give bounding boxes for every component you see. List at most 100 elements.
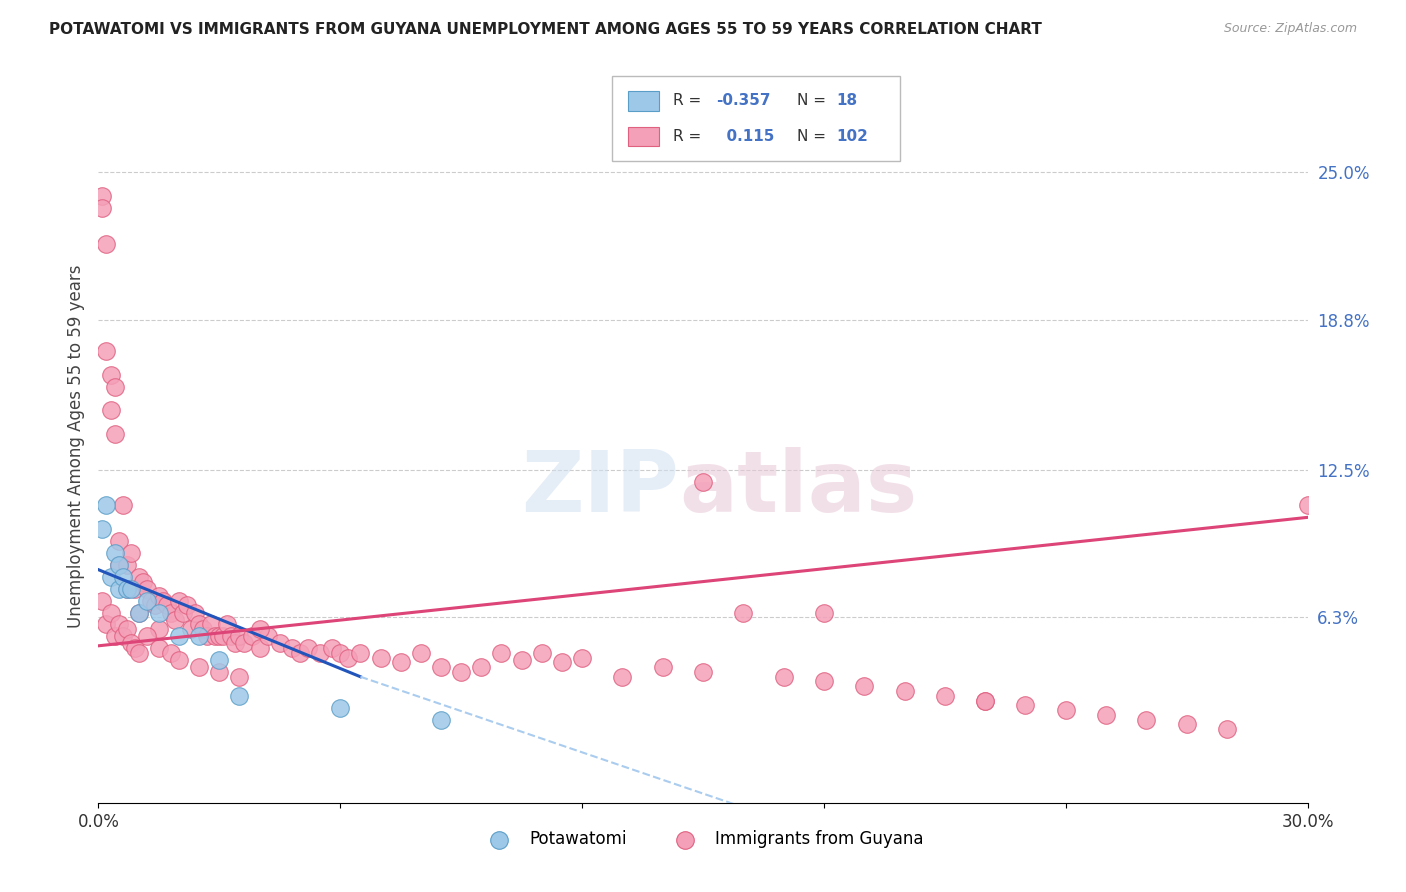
- Point: [115, 582, 138, 596]
- Point: [208, 629, 231, 643]
- Y-axis label: Unemployment Among Ages 55 to 59 years: Unemployment Among Ages 55 to 59 years: [66, 264, 84, 628]
- Text: N =: N =: [797, 129, 831, 144]
- Point: [128, 570, 150, 584]
- Point: [228, 629, 250, 643]
- Text: Source: ZipAtlas.com: Source: ZipAtlas.com: [1223, 22, 1357, 36]
- Point: [491, 646, 513, 660]
- Point: [530, 646, 553, 660]
- Point: [96, 499, 118, 513]
- Point: [208, 653, 231, 667]
- Point: [163, 613, 186, 627]
- Point: [124, 582, 146, 596]
- Point: [135, 582, 157, 596]
- Point: [195, 629, 218, 643]
- Point: [193, 622, 215, 636]
- Point: [249, 641, 271, 656]
- Text: -0.357: -0.357: [716, 94, 770, 108]
- Point: [1014, 698, 1036, 713]
- Point: [184, 606, 207, 620]
- Point: [160, 606, 183, 620]
- Point: [228, 670, 250, 684]
- Point: [288, 646, 311, 660]
- Text: 0.115: 0.115: [716, 129, 775, 144]
- Point: [148, 641, 170, 656]
- Point: [1135, 713, 1157, 727]
- Point: [212, 629, 235, 643]
- Point: [551, 656, 574, 670]
- Point: [143, 599, 166, 613]
- Point: [1054, 703, 1077, 717]
- Point: [135, 593, 157, 607]
- Point: [281, 641, 304, 656]
- Point: [893, 684, 915, 698]
- Point: [349, 646, 371, 660]
- Point: [309, 646, 332, 660]
- Point: [813, 606, 835, 620]
- Point: [156, 599, 179, 613]
- Text: POTAWATOMI VS IMMIGRANTS FROM GUYANA UNEMPLOYMENT AMONG AGES 55 TO 59 YEARS CORR: POTAWATOMI VS IMMIGRANTS FROM GUYANA UNE…: [49, 22, 1042, 37]
- Point: [329, 646, 352, 660]
- Point: [91, 189, 114, 203]
- Point: [813, 674, 835, 689]
- Point: [337, 650, 360, 665]
- Point: [297, 641, 319, 656]
- Point: [571, 650, 593, 665]
- Point: [128, 606, 150, 620]
- Text: atlas: atlas: [679, 447, 917, 531]
- Point: [120, 636, 142, 650]
- Point: [256, 629, 278, 643]
- Point: [470, 660, 492, 674]
- Point: [1175, 717, 1198, 731]
- Point: [167, 653, 190, 667]
- Point: [217, 617, 239, 632]
- Point: [204, 629, 226, 643]
- Point: [111, 570, 134, 584]
- Point: [249, 622, 271, 636]
- Point: [450, 665, 472, 679]
- Point: [120, 582, 142, 596]
- Point: [103, 379, 125, 393]
- Point: [91, 593, 114, 607]
- Point: [91, 201, 114, 215]
- Point: [188, 629, 211, 643]
- Point: [128, 606, 150, 620]
- Point: [208, 665, 231, 679]
- Point: [128, 646, 150, 660]
- Point: [111, 629, 134, 643]
- Point: [148, 606, 170, 620]
- Point: [107, 558, 129, 572]
- Point: [733, 606, 755, 620]
- Point: [934, 689, 956, 703]
- Point: [111, 499, 134, 513]
- Point: [692, 665, 714, 679]
- Point: [91, 522, 114, 536]
- Point: [612, 670, 634, 684]
- Point: [132, 574, 155, 589]
- Text: 18: 18: [837, 94, 858, 108]
- Point: [188, 617, 211, 632]
- Point: [180, 622, 202, 636]
- Point: [124, 641, 146, 656]
- Text: ZIP: ZIP: [522, 447, 679, 531]
- Point: [321, 641, 343, 656]
- Point: [100, 403, 122, 417]
- Point: [172, 606, 194, 620]
- Point: [152, 593, 174, 607]
- Point: [692, 475, 714, 489]
- Point: [167, 629, 190, 643]
- Point: [221, 629, 243, 643]
- Point: [167, 593, 190, 607]
- Point: [430, 713, 453, 727]
- Point: [269, 636, 291, 650]
- Point: [148, 622, 170, 636]
- Point: [510, 653, 533, 667]
- Point: [160, 646, 183, 660]
- Text: 102: 102: [837, 129, 869, 144]
- Point: [329, 700, 352, 714]
- Point: [974, 693, 997, 707]
- Point: [139, 593, 162, 607]
- Point: [224, 636, 246, 650]
- Point: [120, 546, 142, 560]
- Point: [115, 622, 138, 636]
- Point: [1296, 499, 1319, 513]
